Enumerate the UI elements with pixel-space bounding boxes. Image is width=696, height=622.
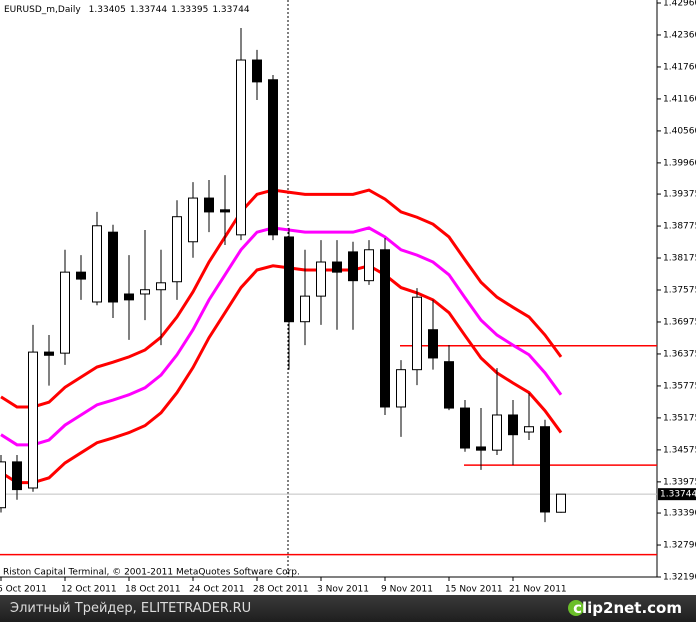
y-tick-label: 1.34575 bbox=[663, 445, 696, 455]
candle-body bbox=[156, 282, 166, 291]
ohlc-high: 1.33744 bbox=[130, 5, 167, 15]
footer: Элитный Трейдер, ELITETRADER.RU clip2net… bbox=[0, 595, 696, 622]
y-tick-label: 1.36975 bbox=[663, 317, 696, 327]
y-tick-label: 1.39960 bbox=[663, 158, 696, 168]
x-tick-label: 24 Oct 2011 bbox=[189, 585, 245, 595]
x-tick-label: 3 Nov 2011 bbox=[317, 585, 369, 595]
candle-body bbox=[140, 289, 150, 295]
candle-body bbox=[508, 414, 518, 436]
footer-text: Элитный Трейдер, ELITETRADER.RU bbox=[10, 601, 252, 616]
candle-body bbox=[348, 251, 358, 282]
ohlc-close: 1.33744 bbox=[212, 5, 249, 15]
y-tick-label: 1.41760 bbox=[663, 62, 696, 72]
x-tick-label: 15 Nov 2011 bbox=[445, 585, 503, 595]
x-tick-label: 12 Oct 2011 bbox=[61, 585, 117, 595]
x-tick-label: 9 Nov 2011 bbox=[381, 585, 433, 595]
candle-body bbox=[540, 426, 550, 513]
logo[interactable]: clip2net.com bbox=[573, 599, 682, 617]
y-tick-label: 1.42960 bbox=[663, 0, 696, 9]
candle-body bbox=[92, 225, 102, 303]
candle-body bbox=[444, 361, 454, 409]
x-tick-label: 18 Oct 2011 bbox=[125, 585, 181, 595]
candle-body bbox=[108, 231, 118, 303]
chart-title: EURUSD_m,Daily 1.33405 1.33744 1.33395 1.337… bbox=[4, 5, 250, 15]
y-tick-label: 1.42360 bbox=[663, 30, 696, 40]
candle-body bbox=[364, 249, 374, 282]
candle-body bbox=[124, 293, 134, 301]
y-tick-label: 1.39375 bbox=[663, 190, 696, 200]
candle-body bbox=[0, 461, 6, 509]
chart: EURUSD_m,Daily 1.33405 1.33744 1.33395 1.337… bbox=[0, 0, 696, 595]
candle-body bbox=[220, 209, 230, 213]
indicator-line bbox=[0, 188, 563, 409]
candle-body bbox=[28, 351, 38, 489]
ohlc-low: 1.33395 bbox=[171, 5, 208, 15]
y-tick-label: 1.35775 bbox=[663, 381, 696, 391]
candle-body bbox=[332, 261, 342, 273]
candle-body bbox=[492, 414, 502, 451]
candle-body bbox=[188, 197, 198, 243]
candle-body bbox=[60, 271, 70, 354]
candle-body bbox=[44, 351, 54, 356]
y-tick-label: 1.37575 bbox=[663, 286, 696, 296]
y-tick-label: 1.35175 bbox=[663, 413, 696, 423]
candle-body bbox=[524, 426, 534, 433]
y-tick-label: 1.38175 bbox=[663, 254, 696, 264]
credit: Riston Capital Terminal, © 2001-2011 Met… bbox=[3, 568, 300, 578]
candle-body bbox=[396, 369, 406, 408]
candle-body bbox=[380, 249, 390, 408]
symbol: EURUSD_m,Daily bbox=[4, 5, 81, 15]
candle-body bbox=[284, 236, 294, 323]
candle-body bbox=[76, 271, 86, 280]
logo-icon bbox=[568, 600, 584, 616]
candle-body bbox=[556, 493, 566, 513]
candle-body bbox=[236, 59, 246, 236]
price-box bbox=[658, 488, 696, 501]
candle-body bbox=[300, 295, 310, 323]
y-tick-label: 1.32190 bbox=[663, 573, 696, 583]
y-tick-label: 1.40560 bbox=[663, 126, 696, 136]
y-tick-label: 1.33975 bbox=[663, 477, 696, 487]
candle-body bbox=[12, 461, 22, 491]
current-price: 1.33744 bbox=[660, 490, 696, 500]
ohlc-open: 1.33405 bbox=[89, 5, 126, 15]
x-tick-label: 6 Oct 2011 bbox=[0, 585, 47, 595]
y-tick-label: 1.41160 bbox=[663, 94, 696, 104]
y-tick-label: 1.36375 bbox=[663, 349, 696, 359]
x-tick-label: 28 Oct 2011 bbox=[253, 585, 309, 595]
indicator-line bbox=[0, 226, 563, 447]
candle-body bbox=[428, 329, 438, 359]
candle-body bbox=[172, 216, 182, 283]
indicator-line bbox=[0, 264, 563, 485]
y-tick-label: 1.33390 bbox=[663, 509, 696, 519]
candle-body bbox=[252, 59, 262, 83]
candle-body bbox=[316, 261, 326, 297]
candle-body bbox=[204, 197, 214, 213]
y-tick-label: 1.38775 bbox=[663, 222, 696, 232]
candle-body bbox=[460, 407, 470, 449]
candle-body bbox=[412, 296, 422, 371]
y-tick-label: 1.32790 bbox=[663, 541, 696, 551]
candle-body bbox=[268, 79, 278, 236]
x-tick-label: 21 Nov 2011 bbox=[509, 585, 567, 595]
candle-body bbox=[476, 446, 486, 451]
